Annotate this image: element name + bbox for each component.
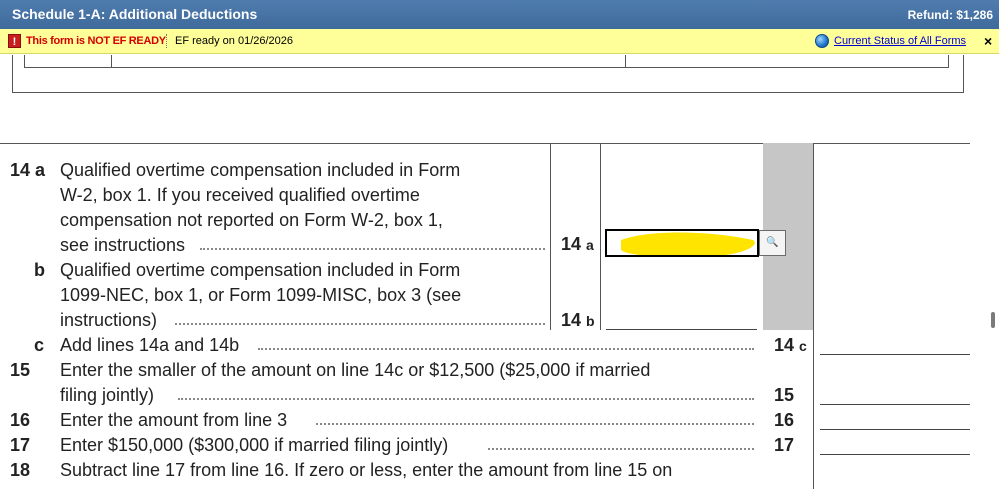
line-text: 1099-NEC, box 1, or Form 1099-MISC, box … [60, 285, 462, 305]
line-text: see instructions [60, 235, 186, 255]
col-divider [813, 143, 814, 489]
box-label: 17 [774, 435, 795, 455]
close-icon[interactable]: × [984, 33, 993, 49]
not-ef-ready-text: This form is NOT EF READY [26, 35, 166, 47]
line-number: b [34, 260, 45, 280]
line-text: instructions) [60, 310, 158, 330]
line-number: 16 [10, 410, 31, 430]
highlight-shape [621, 232, 755, 255]
leader-dots [258, 348, 754, 350]
col-divider [600, 143, 601, 330]
current-status-link[interactable]: Current Status of All Forms [834, 35, 967, 47]
col-divider [550, 143, 551, 330]
window-titlebar: Schedule 1-A: Additional Deductions Refu… [0, 0, 999, 29]
line-14c-input[interactable] [820, 354, 970, 355]
leader-dots [175, 323, 545, 325]
magnifier-icon[interactable]: 🔍 [759, 230, 786, 256]
line-text: Enter the amount from line 3 [60, 410, 288, 430]
form-title: Schedule 1-A: Additional Deductions [12, 6, 258, 22]
line-17-input[interactable] [820, 454, 970, 455]
line-number: 14 a [10, 160, 46, 180]
leader-dots [488, 448, 754, 450]
line-16-input[interactable] [820, 429, 970, 430]
line-text: Qualified overtime compensation included… [60, 260, 461, 280]
line-text: Enter $150,000 ($300,000 if married fili… [60, 435, 449, 455]
leader-dots [316, 423, 754, 425]
box-label: 15 [774, 385, 795, 405]
box-label: 14 b [561, 310, 595, 330]
line-number: 18 [10, 460, 31, 480]
warning-icon: ! [8, 34, 21, 48]
line-15-input[interactable] [820, 404, 970, 405]
scrollbar-thumb[interactable] [991, 312, 995, 328]
line-14a-input[interactable] [605, 229, 759, 257]
globe-icon [815, 34, 829, 48]
ef-status-bar: ! This form is NOT EF READY EF ready on … [0, 29, 999, 54]
line-text: filing jointly) [60, 385, 155, 405]
leader-dots [178, 398, 754, 400]
line-number: 17 [10, 435, 31, 455]
line-text: W-2, box 1. If you received qualified ov… [60, 185, 420, 205]
line-number: c [34, 335, 45, 355]
section-rule [0, 143, 970, 144]
refund-amount: Refund: $1,286 [907, 8, 993, 22]
line-14b-input[interactable] [606, 329, 757, 330]
line-text: Enter the smaller of the amount on line … [60, 360, 651, 380]
line-text: Add lines 14a and 14b [60, 335, 240, 355]
ef-ready-date: EF ready on 01/26/2026 [175, 35, 294, 47]
line-text: Subtract line 17 from line 16. If zero o… [60, 460, 673, 480]
divider [166, 34, 167, 48]
redaction-highlight [621, 232, 755, 255]
line-text: compensation not reported on Form W-2, b… [60, 210, 443, 230]
leader-dots [200, 248, 545, 250]
box-label: 14 c [774, 335, 807, 355]
line-text: Qualified overtime compensation included… [60, 160, 461, 180]
box-label: 16 [774, 410, 795, 430]
line-number: 15 [10, 360, 31, 380]
box-label: 14 a [561, 234, 594, 254]
